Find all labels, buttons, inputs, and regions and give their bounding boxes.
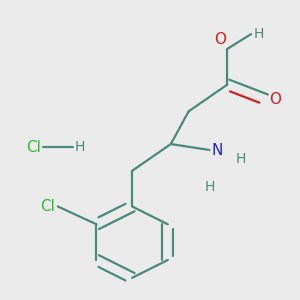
Text: H: H <box>75 140 86 154</box>
Text: H: H <box>254 27 264 41</box>
Text: O: O <box>269 92 281 107</box>
Text: O: O <box>214 32 226 47</box>
Text: H: H <box>204 180 214 194</box>
Text: N: N <box>212 142 223 158</box>
Text: H: H <box>236 152 246 166</box>
Text: Cl: Cl <box>26 140 40 154</box>
Text: Cl: Cl <box>40 199 56 214</box>
